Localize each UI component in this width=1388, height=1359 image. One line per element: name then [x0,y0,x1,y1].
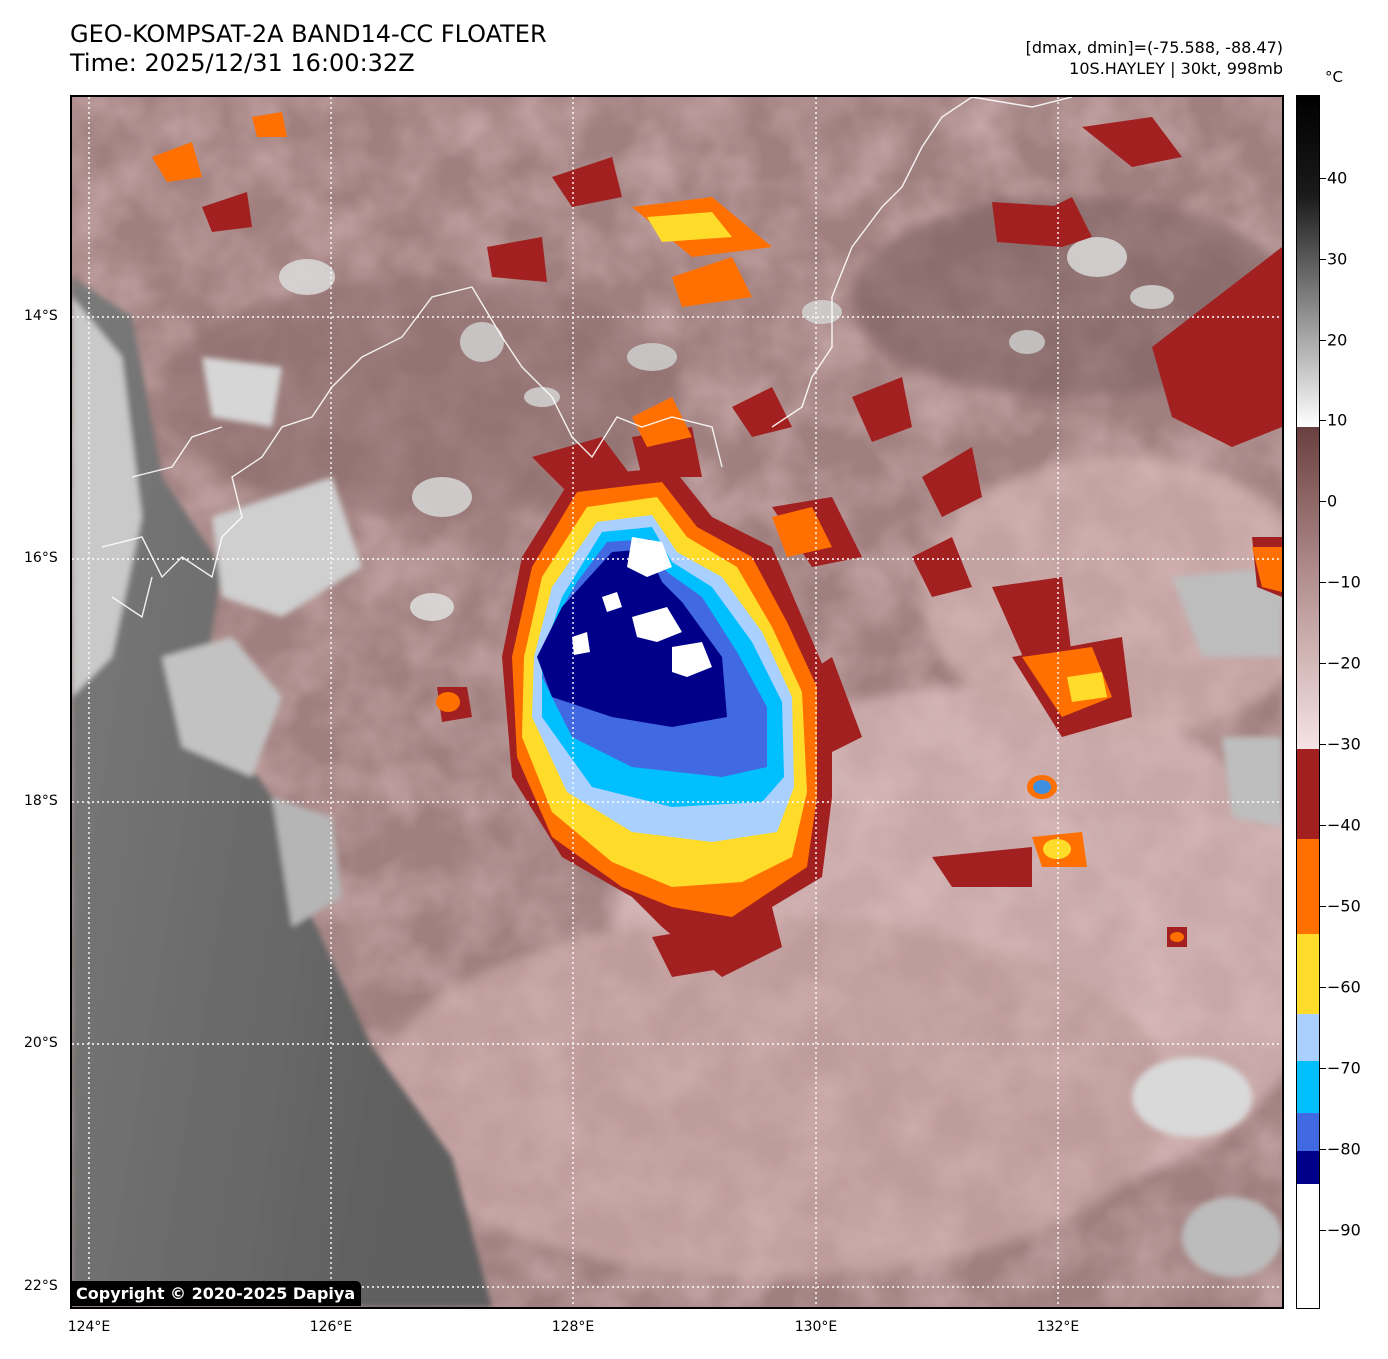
colorbar-tick [1320,1230,1326,1231]
satellite-map [70,95,1284,1309]
colorbar-label-minus-30: −30 [1327,734,1361,754]
colorbar-tick [1320,582,1326,583]
colorbar-label-minus-50: −50 [1327,896,1361,916]
colorbar-label-10: 10 [1327,410,1348,430]
chart-title: GEO-KOMPSAT-2A BAND14-CC FLOATER Time: 2… [70,20,547,78]
storm-info: [dmax, dmin]=(-75.588, -88.47) 10S.HAYLE… [1026,37,1283,79]
lon-label-130e: 130°E [794,1319,838,1335]
colorbar-label-minus-70: −70 [1327,1058,1361,1078]
colorbar-label-40: 40 [1327,168,1348,188]
colorbar-tick [1320,663,1326,664]
colorbar-gradient [1297,96,1319,1308]
colorbar-tick [1320,906,1326,907]
stats-line-1: [dmax, dmin]=(-75.588, -88.47) [1025,38,1283,57]
colorbar-label-minus-40: −40 [1327,815,1361,835]
lon-label-128e: 128°E [551,1319,595,1335]
title-line-1: GEO-KOMPSAT-2A BAND14-CC FLOATER [70,20,547,48]
colorbar-tick [1320,987,1326,988]
lat-label-20s: 20°S [24,1035,58,1051]
colorbar-label-minus-80: −80 [1327,1139,1361,1159]
satellite-imagery [72,97,1282,1307]
lon-label-126e: 126°E [309,1319,353,1335]
colorbar-label-minus-20: −20 [1327,653,1361,673]
lat-label-16s: 16°S [24,550,58,566]
colorbar-unit: °C [1325,68,1343,86]
colorbar-label-minus-90: −90 [1327,1220,1361,1240]
colorbar-tick [1320,1068,1326,1069]
copyright-notice: Copyright © 2020-2025 Dapiya [70,1281,362,1306]
colorbar-label-30: 30 [1327,249,1348,269]
colorbar-tick [1320,259,1326,260]
colorbar-label-20: 20 [1327,330,1348,350]
lat-label-22s: 22°S [24,1278,58,1294]
colorbar-tick [1320,1149,1326,1150]
colorbar-tick [1320,744,1326,745]
colorbar-tick [1320,340,1326,341]
lon-label-124e: 124°E [67,1319,111,1335]
lat-label-14s: 14°S [24,308,58,324]
lon-label-132e: 132°E [1036,1319,1080,1335]
colorbar-label-minus-60: −60 [1327,977,1361,997]
colorbar [1296,95,1320,1309]
lat-label-18s: 18°S [24,793,58,809]
colorbar-tick [1320,501,1326,502]
stats-line-2: 10S.HAYLEY | 30kt, 998mb [1069,59,1283,78]
title-line-2: Time: 2025/12/31 16:00:32Z [70,49,415,77]
colorbar-tick [1320,825,1326,826]
colorbar-label-0: 0 [1327,491,1338,511]
colorbar-label-minus-10: −10 [1327,572,1361,592]
colorbar-tick [1320,178,1326,179]
colorbar-tick [1320,420,1326,421]
